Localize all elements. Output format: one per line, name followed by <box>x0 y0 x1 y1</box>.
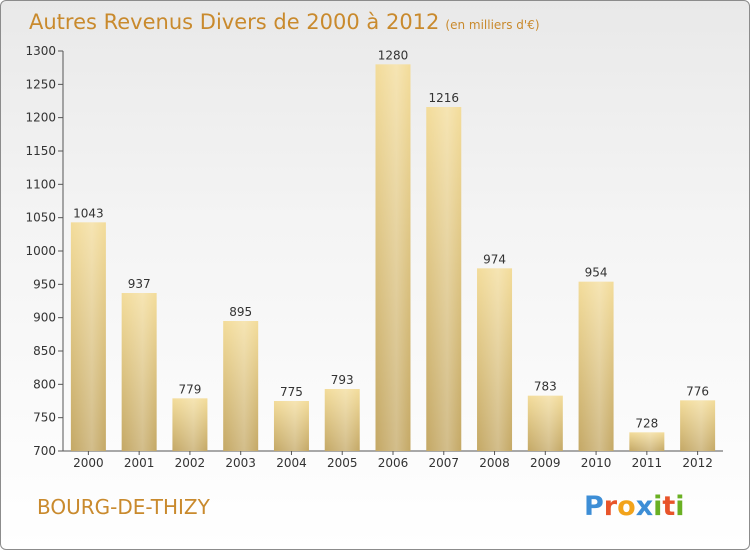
y-tick-label: 1300 <box>25 44 56 58</box>
data-label: 783 <box>534 380 557 394</box>
chart-title: Autres Revenus Divers de 2000 à 2012 (en … <box>29 10 540 34</box>
x-tick-label: 2004 <box>276 456 307 470</box>
y-tick-label: 1100 <box>25 177 56 191</box>
logo-letter: i <box>653 491 663 522</box>
y-tick-label: 800 <box>33 377 56 391</box>
x-tick-label: 2000 <box>73 456 104 470</box>
logo-letter: r <box>603 491 618 522</box>
data-label: 779 <box>178 382 201 396</box>
bar-highlight <box>578 281 614 451</box>
y-tick-label: 1150 <box>25 144 56 158</box>
data-label: 1216 <box>428 91 459 105</box>
data-label: 937 <box>128 277 151 291</box>
data-label: 793 <box>331 373 354 387</box>
bar-highlight <box>324 389 360 451</box>
bars <box>70 64 716 452</box>
value-labels: 1043 937 779 895 775 793 1280 1216 974 783 954 728 7… <box>73 48 709 430</box>
axes: 700 750 800 850 900 950 1000 1050 1100 1150 1200 12… <box>25 44 723 470</box>
data-label: 954 <box>585 266 608 280</box>
town-name: BOURG-DE-THIZY <box>37 495 210 519</box>
bar-highlight <box>680 400 716 451</box>
x-tick-label: 2007 <box>428 456 459 470</box>
chart-subtitle: (en milliers d'€) <box>445 18 540 32</box>
x-tick-label: 2001 <box>124 456 155 470</box>
bar-highlight <box>527 395 563 451</box>
proxiti-logo: Proxiti <box>584 491 685 522</box>
x-tick-label: 2009 <box>530 456 561 470</box>
y-tick-label: 1050 <box>25 211 56 225</box>
logo-letter: i <box>675 491 685 522</box>
logo-letter: P <box>584 491 604 522</box>
x-tick-label: 2010 <box>581 456 612 470</box>
x-tick-label: 2008 <box>479 456 510 470</box>
y-tick-label: 1000 <box>25 244 56 258</box>
y-tick-label: 950 <box>33 277 56 291</box>
y-tick-label: 900 <box>33 311 56 325</box>
x-tick-label: 2011 <box>632 456 663 470</box>
bar-highlight <box>477 268 513 451</box>
data-label: 1043 <box>73 206 104 220</box>
bar-highlight <box>121 293 157 451</box>
y-tick-label: 750 <box>33 411 56 425</box>
bar-highlight <box>375 64 411 452</box>
x-tick-label: 2012 <box>682 456 713 470</box>
data-label: 974 <box>483 252 506 266</box>
logo-letter: t <box>662 491 676 522</box>
data-label: 1280 <box>378 48 409 62</box>
x-tick-label: 2002 <box>175 456 206 470</box>
bar-highlight <box>273 401 309 451</box>
y-tick-label: 1200 <box>25 111 56 125</box>
x-tick-label: 2005 <box>327 456 358 470</box>
logo-letter: o <box>617 491 636 522</box>
bar-highlight <box>70 222 106 451</box>
bar-highlight <box>172 398 208 451</box>
title-text: Autres Revenus Divers de 2000 à 2012 <box>29 10 440 34</box>
bar-highlight <box>426 107 462 451</box>
data-label: 895 <box>229 305 252 319</box>
logo-letter: x <box>635 491 654 522</box>
y-tick-label: 1250 <box>25 77 56 91</box>
x-tick-label: 2006 <box>378 456 409 470</box>
data-label: 775 <box>280 385 303 399</box>
data-label: 776 <box>686 384 709 398</box>
y-tick-label: 850 <box>33 344 56 358</box>
x-tick-label: 2003 <box>225 456 256 470</box>
y-tick-label: 700 <box>33 444 56 458</box>
bar-highlight <box>629 432 665 451</box>
bar-highlight <box>223 321 259 451</box>
data-label: 728 <box>635 416 658 430</box>
